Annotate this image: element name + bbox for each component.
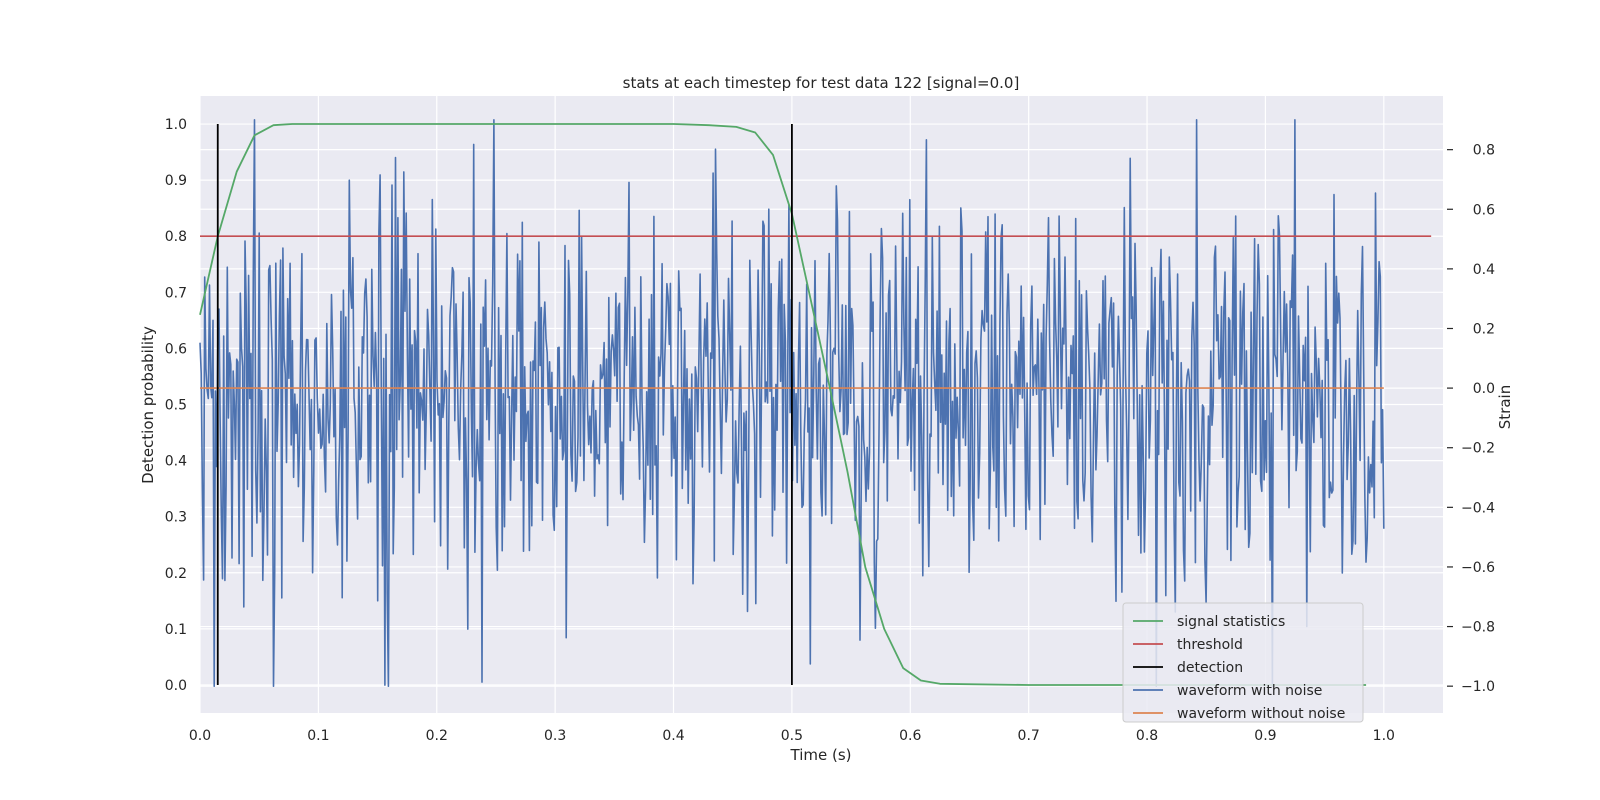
legend-label: signal statistics — [1177, 614, 1285, 630]
y-right-tick-label: −0.6 — [1461, 560, 1495, 576]
y-tick-label: 0.3 — [165, 510, 187, 526]
x-tick-label: 0.1 — [307, 728, 329, 744]
x-axis-label: Time (s) — [790, 746, 852, 764]
y-tick-label: 0.7 — [165, 285, 187, 301]
y-right-tick-label: 0.6 — [1473, 202, 1495, 218]
y-tick-label: 0.2 — [165, 566, 187, 582]
x-tick-label: 0.6 — [899, 728, 921, 744]
y-right-tick-label: −1.0 — [1461, 679, 1495, 695]
legend-label: detection — [1177, 660, 1243, 676]
series-signal-statistics — [199, 123, 1367, 686]
legend-label: waveform with noise — [1177, 683, 1322, 699]
y-tick-label: 0.4 — [165, 454, 187, 470]
y-right-tick-label: 0.2 — [1473, 321, 1495, 337]
y-axis-right-label: Strain — [1496, 385, 1514, 429]
x-tick-label: 0.0 — [189, 728, 211, 744]
legend-label: threshold — [1177, 637, 1243, 653]
y-axis-label: Detection probability — [139, 326, 157, 484]
x-tick-label: 0.3 — [544, 728, 566, 744]
y-right-tick-label: 0.0 — [1473, 381, 1495, 397]
y-tick-label: 0.6 — [165, 341, 187, 357]
legend: signal statistics threshold detection wavef… — [1122, 602, 1364, 723]
y-tick-label: 1.0 — [165, 117, 187, 133]
x-tick-label: 0.7 — [1018, 728, 1040, 744]
bottom-axis-ticks: 0.0 0.1 0.2 0.3 0.4 0.5 0.6 0.7 0.8 0.9 1.0 — [189, 728, 1395, 744]
y-right-tick-label: 0.8 — [1473, 143, 1495, 159]
legend-box — [1122, 602, 1364, 723]
chart-title: stats at each timestep for test data 122… — [623, 74, 1020, 92]
y-right-tick-label: −0.2 — [1461, 441, 1495, 457]
x-tick-label: 0.5 — [781, 728, 803, 744]
x-tick-label: 0.4 — [662, 728, 684, 744]
x-tick-label: 0.9 — [1254, 728, 1276, 744]
y-tick-label: 0.8 — [165, 229, 187, 245]
y-right-tick-label: −0.4 — [1461, 500, 1495, 516]
series-layer — [199, 119, 1432, 687]
x-tick-label: 0.2 — [426, 728, 448, 744]
right-axis-ticks: −1.0 −0.8 −0.6 −0.4 −0.2 0.0 0.2 0.4 0.6 0.8 — [1447, 143, 1495, 695]
legend-label: waveform without noise — [1177, 706, 1345, 722]
y-tick-label: 0.9 — [165, 173, 187, 189]
y-right-tick-label: 0.4 — [1473, 262, 1495, 278]
y-tick-label: 0.1 — [165, 622, 187, 638]
x-tick-label: 0.8 — [1136, 728, 1158, 744]
left-axis-ticks: 0.0 0.1 0.2 0.3 0.4 0.5 0.6 0.7 0.8 0.9 1.0 — [165, 117, 187, 694]
y-right-tick-label: −0.8 — [1461, 620, 1495, 636]
y-tick-label: 0.5 — [165, 398, 187, 414]
x-tick-label: 1.0 — [1373, 728, 1395, 744]
y-tick-label: 0.0 — [165, 678, 187, 694]
